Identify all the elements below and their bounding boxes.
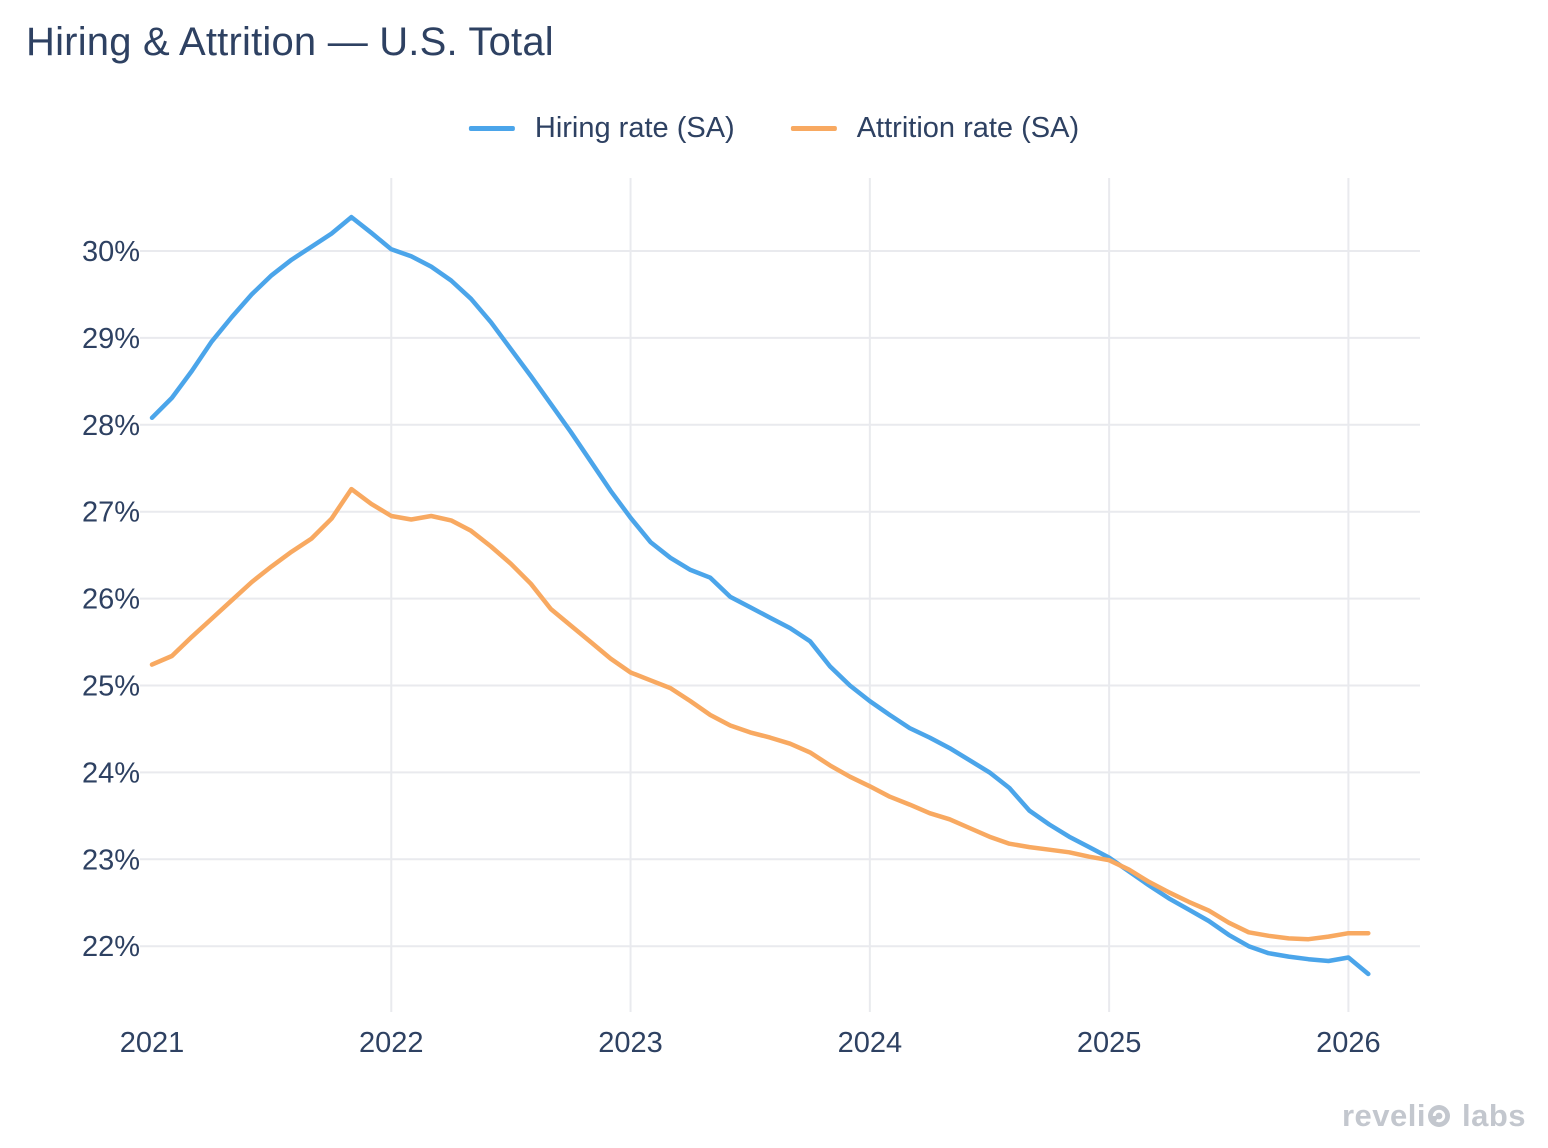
hiring-line-swatch-icon (468, 126, 515, 131)
x-tick-2026: 2026 (1316, 1027, 1381, 1059)
x-tick-2022: 2022 (359, 1027, 424, 1059)
y-tick-27%: 27% (82, 497, 140, 529)
legend-item-attrition[interactable]: Attrition rate (SA) (790, 112, 1080, 145)
y-tick-29%: 29% (82, 323, 140, 355)
hiring-rate-line (149, 214, 1371, 977)
legend-label-hiring: Hiring rate (SA) (534, 112, 735, 144)
y-tick-23%: 23% (82, 844, 140, 876)
y-tick-30%: 30% (82, 236, 140, 268)
y-tick-24%: 24% (82, 757, 140, 789)
watermark-part1: reveli (1341, 1098, 1426, 1133)
attrition-line-swatch-icon (790, 126, 837, 131)
x-tick-2023: 2023 (598, 1027, 663, 1059)
attrition-rate-line (149, 486, 1371, 942)
legend-label-attrition: Attrition rate (SA) (856, 112, 1080, 144)
x-tick-2025: 2025 (1077, 1027, 1142, 1059)
revelio-o-logo-icon (1427, 1100, 1451, 1136)
axis-labels: 22% 23% 24% 25% 26% 27% 28% 29% 30% 2021 2022 2023 2… (82, 236, 1381, 1059)
legend-item-hiring[interactable]: Hiring rate (SA) (468, 112, 735, 145)
watermark-revelio-labs: reveli labs (1342, 1096, 1526, 1136)
chart-title: Hiring & Attrition — U.S. Total (26, 20, 554, 64)
series-lines (149, 214, 1371, 977)
x-tick-2024: 2024 (838, 1027, 903, 1059)
x-tick-2021: 2021 (120, 1027, 185, 1059)
watermark-part2: labs (1461, 1098, 1526, 1133)
legend: Hiring rate (SA) Attrition rate (SA) (468, 112, 1080, 145)
y-tick-26%: 26% (82, 584, 140, 616)
y-tick-25%: 25% (82, 671, 140, 703)
gridlines (140, 178, 1420, 1012)
y-tick-28%: 28% (82, 410, 140, 442)
y-tick-22%: 22% (82, 931, 140, 963)
